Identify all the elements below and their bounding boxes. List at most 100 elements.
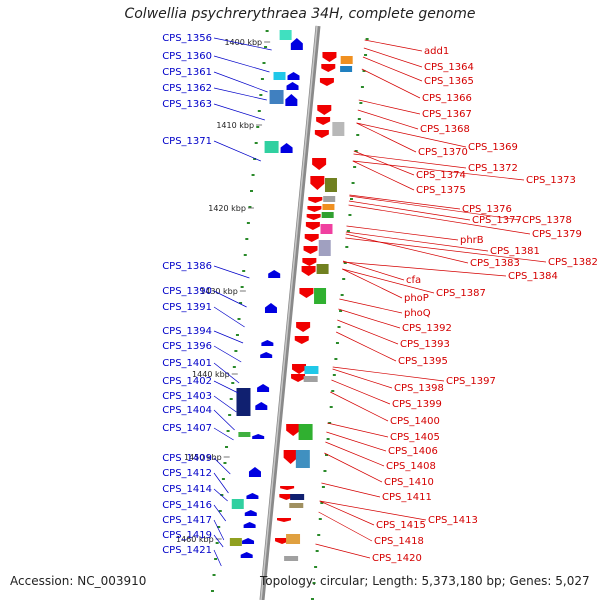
gene-label-left[interactable]: CPS_1417 [162,515,212,526]
gene-label-left[interactable]: CPS_1403 [162,391,212,402]
leader-line-right [346,225,459,241]
gene-label-right[interactable]: CPS_1377 [472,215,522,226]
gene-label-right[interactable]: CPS_1420 [372,553,422,564]
tick-mark-left [245,238,249,240]
gene-label-right[interactable]: CPS_1382 [548,257,598,268]
leader-line-left [213,457,231,475]
reverse-gene-arrow [303,246,318,254]
gene-label-left[interactable]: CPS_1363 [162,99,212,110]
gene-label-left[interactable]: CPS_1360 [162,51,212,62]
tick-marks [210,30,369,600]
gene-label-left[interactable]: CPS_1409 [162,453,212,464]
gene-label-right[interactable]: CPS_1400 [390,416,440,427]
leader-line-left [213,290,247,308]
gene-label-left[interactable]: CPS_1394 [162,326,212,337]
gene-label-right[interactable]: CPS_1397 [446,376,496,387]
forward-gene-arrow [290,38,303,50]
leader-line-right [319,500,427,521]
gene-label-right[interactable]: CPS_1410 [384,477,434,488]
tick-mark-right [364,54,368,56]
gene-label-right[interactable]: CPS_1413 [428,515,478,526]
leader-line-right [349,195,521,221]
gene-label-left[interactable]: CPS_1414 [162,484,212,495]
gene-label-right[interactable]: CPS_1418 [374,536,424,547]
cds-box [340,66,353,72]
tick-mark-left [229,398,233,400]
gene-label-right[interactable]: CPS_1387 [436,288,486,299]
tick-mark-right [345,246,349,248]
gene-label-right[interactable]: CPS_1384 [508,271,558,282]
gene-label-right[interactable]: CPS_1406 [388,446,438,457]
leader-line-right [335,331,397,362]
gene-label-right[interactable]: CPS_1408 [386,461,436,472]
gene-label-right[interactable]: CPS_1398 [394,383,444,394]
gene-label-right[interactable]: CPS_1366 [422,93,472,104]
tick-mark-left [226,430,230,432]
tick-mark-right [325,454,329,456]
scale-label: 1420 kbp [208,204,246,213]
gene-label-left[interactable]: CPS_1412 [162,468,212,479]
gene-label-right[interactable]: CPS_1374 [416,170,466,181]
gene-label-left[interactable]: CPS_1361 [162,67,212,78]
gene-label-right[interactable]: CPS_1399 [392,399,442,410]
reverse-gene-arrow [277,518,291,522]
gene-label-left[interactable]: CPS_1401 [162,358,212,369]
cds-box [264,141,279,153]
cds-box [295,450,310,468]
gene-label-left[interactable]: CPS_1386 [162,261,212,272]
gene-label-left[interactable]: CPS_1356 [162,33,212,44]
tick-mark-right [342,278,346,280]
cds-box [340,56,353,64]
gene-label-left[interactable]: CPS_1419 [162,530,212,541]
gene-label-left[interactable]: CPS_1402 [162,376,212,387]
cds-box [229,538,242,546]
gene-label-right[interactable]: CPS_1405 [390,432,440,443]
gene-label-right[interactable]: CPS_1367 [422,109,472,120]
gene-label-right[interactable]: CPS_1415 [376,520,426,531]
gene-label-left[interactable]: CPS_1390 [162,286,212,297]
gene-label-left[interactable]: CPS_1371 [162,136,212,147]
leader-line-right [345,231,489,252]
gene-label-right[interactable]: CPS_1395 [398,356,448,367]
gene-label-left[interactable]: CPS_1396 [162,341,212,352]
tick-mark-left [220,494,224,496]
gene-label-right[interactable]: CPS_1392 [402,323,452,334]
gene-label-right[interactable]: CPS_1381 [490,246,540,257]
gene-label-right[interactable]: phoQ [404,308,431,319]
tick-mark-left [215,542,219,544]
gene-label-right[interactable]: add1 [424,46,449,57]
gene-label-right[interactable]: CPS_1378 [522,215,572,226]
gene-label-right[interactable]: CPS_1372 [468,163,518,174]
gene-label-right[interactable]: CPS_1368 [420,124,470,135]
gene-label-right[interactable]: phrB [460,235,484,246]
gene-label-right[interactable]: CPS_1379 [532,229,582,240]
gene-label-left[interactable]: CPS_1407 [162,423,212,434]
forward-gene-arrow [287,72,300,80]
gene-label-right[interactable]: CPS_1373 [526,175,576,186]
tick-mark-right [340,294,344,296]
leader-line-left [213,549,222,567]
gene-label-right[interactable]: CPS_1375 [416,185,466,196]
forward-gene-arrow [255,402,268,410]
gene-label-right[interactable]: CPS_1383 [470,258,520,269]
gene-label-right[interactable]: phoP [404,293,429,304]
gene-label-left[interactable]: CPS_1404 [162,405,212,416]
gene-label-right[interactable]: CPS_1376 [462,204,512,215]
tick-mark-left [254,142,258,144]
gene-label-right[interactable]: CPS_1365 [424,76,474,87]
gene-label-right[interactable]: CPS_1369 [468,142,518,153]
gene-label-right[interactable]: cfa [406,275,421,286]
gene-label-right[interactable]: CPS_1393 [400,339,450,350]
tick-mark-right [320,502,324,504]
cds-box [320,224,333,234]
gene-label-right[interactable]: CPS_1364 [424,62,474,73]
gene-label-left[interactable]: CPS_1421 [162,545,212,556]
reverse-gene-arrow [279,494,294,500]
gene-label-right[interactable]: CPS_1411 [382,492,432,503]
gene-label-right[interactable]: CPS_1370 [418,147,468,158]
tick-mark-right [326,438,330,440]
gene-label-left[interactable]: CPS_1362 [162,83,212,94]
gene-label-left[interactable]: CPS_1416 [162,500,212,511]
gene-label-left[interactable]: CPS_1391 [162,302,212,313]
tick-mark-right [346,230,350,232]
